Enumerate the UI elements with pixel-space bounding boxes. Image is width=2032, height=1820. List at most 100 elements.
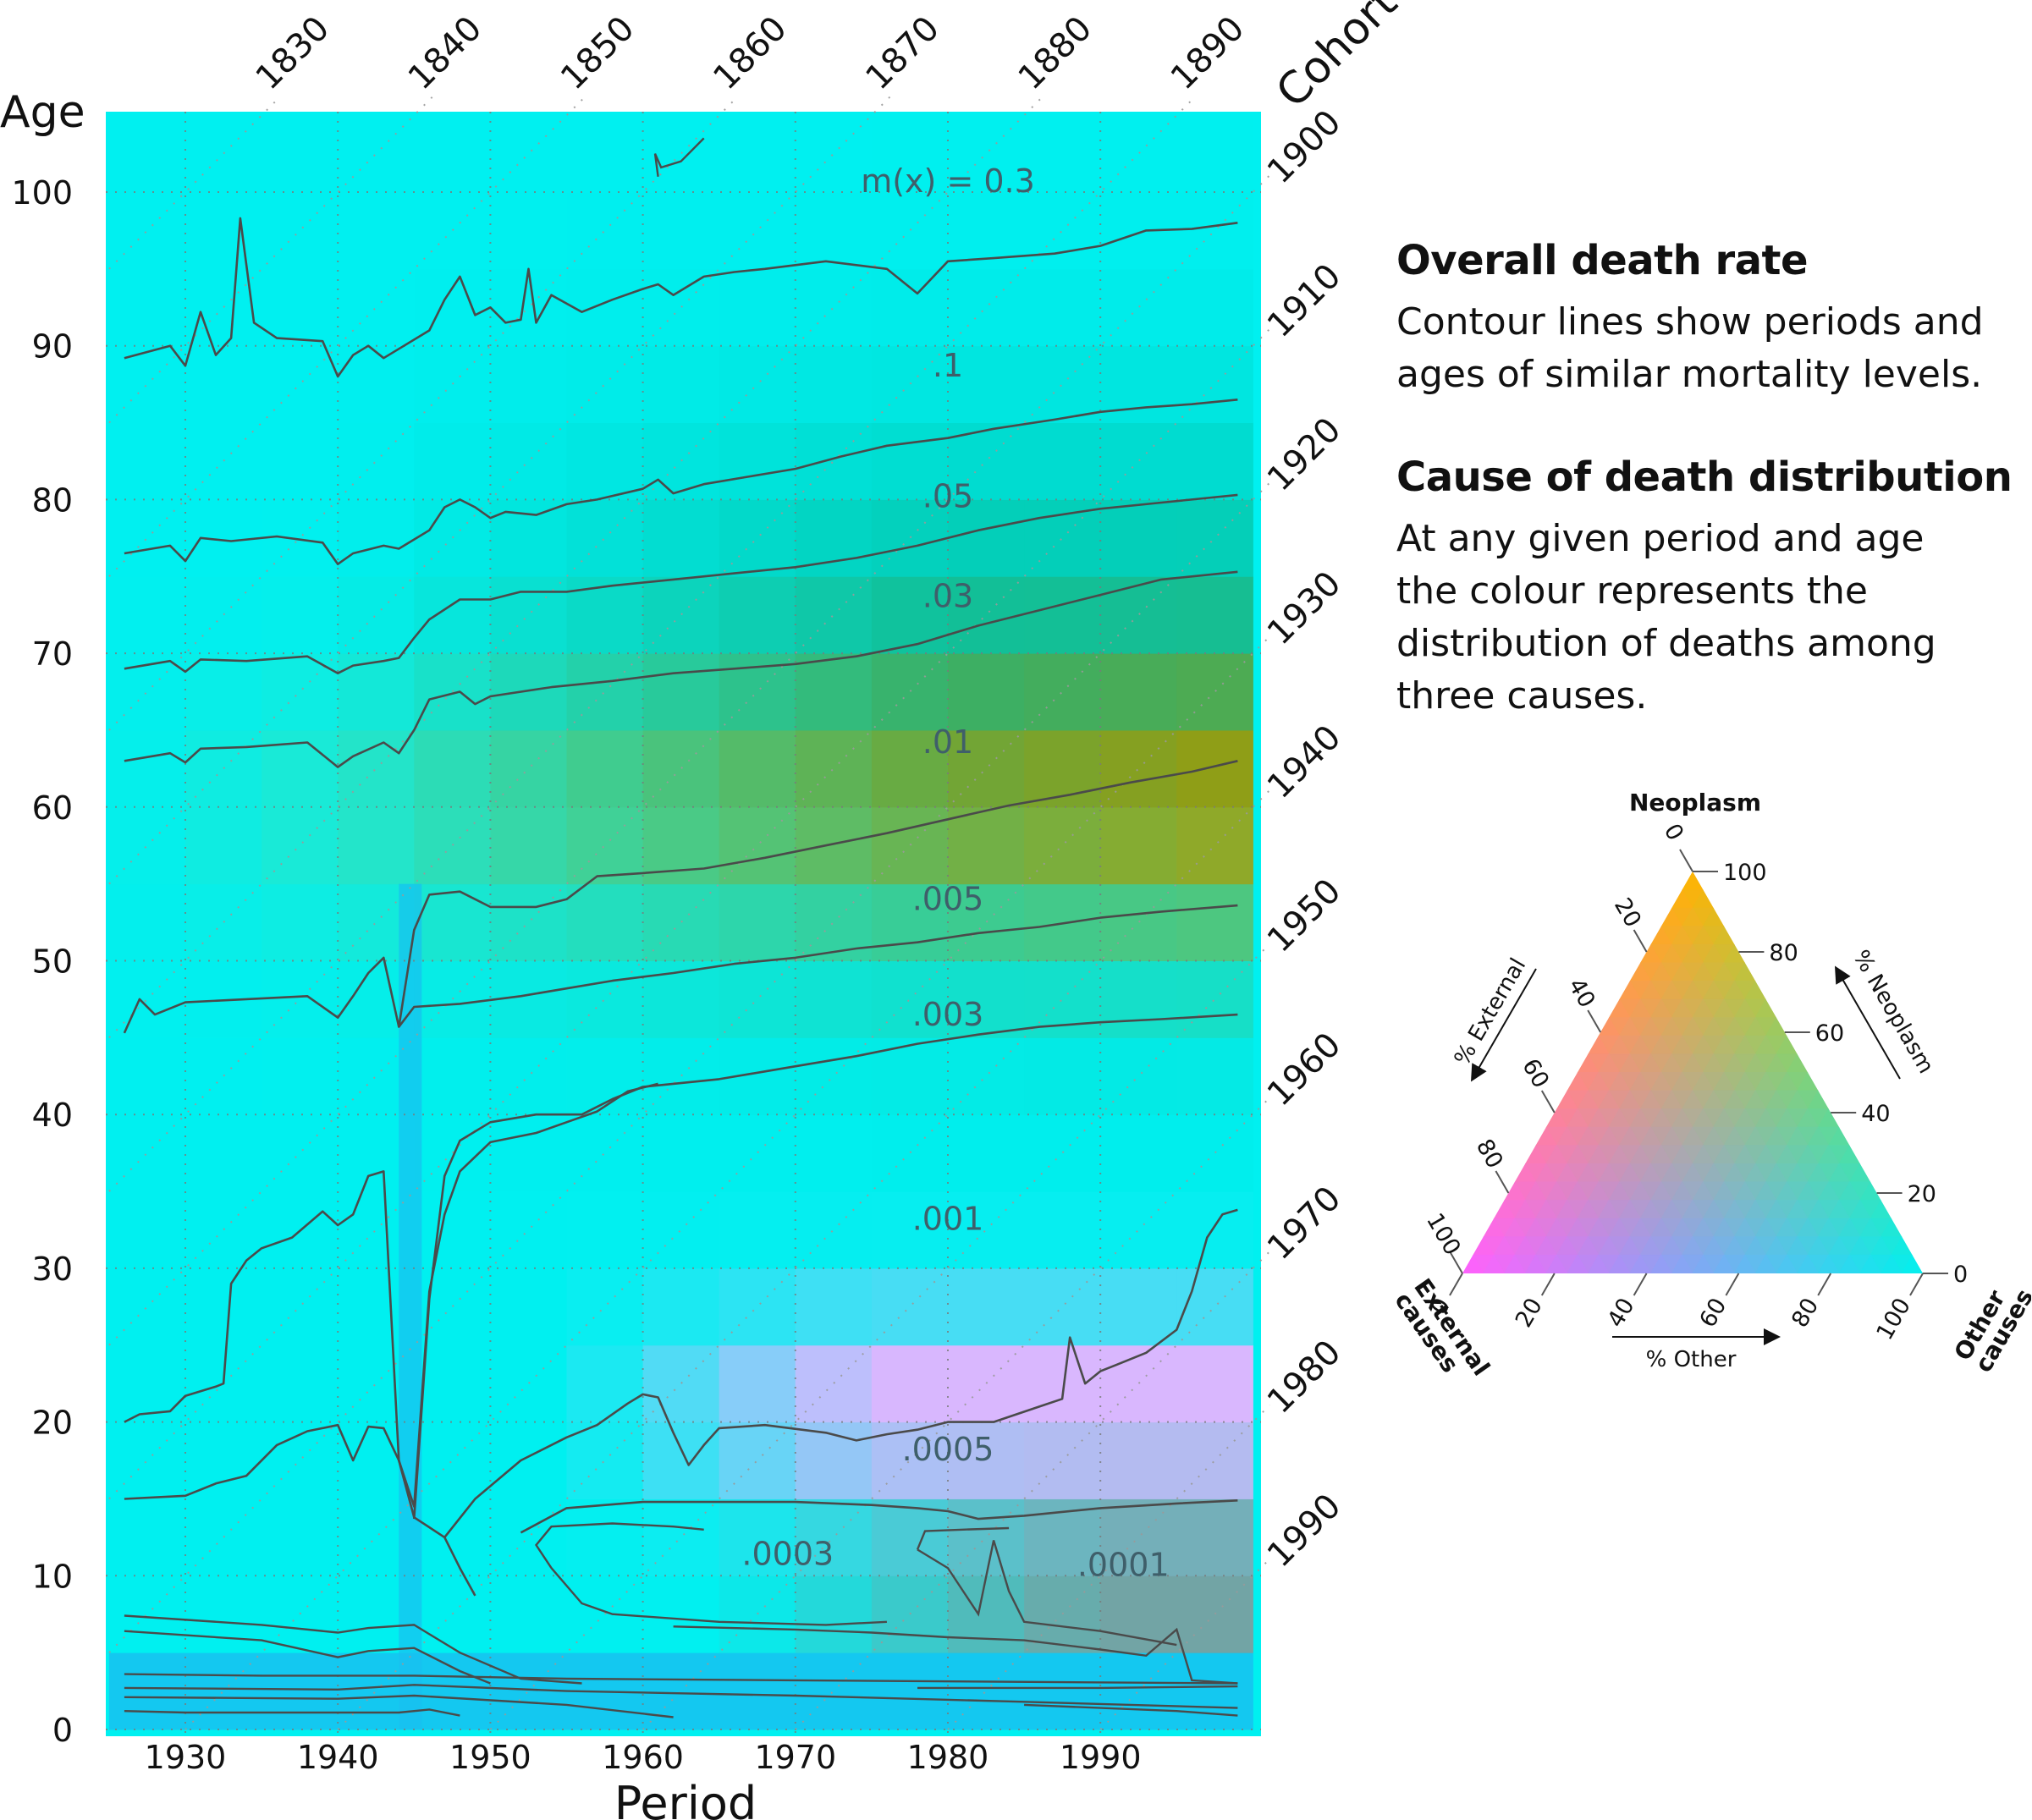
heatmap-cell: [262, 883, 339, 961]
heatmap-cell: [338, 499, 415, 577]
heatmap-cell-1944: [399, 883, 422, 1729]
heatmap-cell: [262, 960, 339, 1038]
heatmap-cell: [490, 883, 567, 961]
heatmap-cell: [1176, 1037, 1253, 1115]
heatmap-cell: [1176, 115, 1253, 193]
heatmap-cell: [871, 883, 949, 961]
heatmap-cell: [871, 1575, 949, 1653]
ternary-cell: [1817, 1254, 1840, 1273]
heatmap-cell: [185, 1114, 262, 1192]
contour-labels: m(x) = 0.3 .1 .05 .03 .01 .005 .003 .001 .0005 .0…: [741, 162, 1169, 1583]
heatmap-cell: [642, 1191, 720, 1269]
heatmap-cell: [719, 883, 796, 961]
heatmap-cell: [1176, 729, 1253, 808]
heatmap-cell: [414, 192, 491, 270]
ternary-tick-left: [1587, 1009, 1602, 1033]
heatmap-cell: [948, 1191, 1025, 1269]
heatmap-cell: [1100, 1114, 1177, 1192]
ternary-tick-label-neoplasm: 100: [1723, 860, 1767, 886]
heatmap-cell: [185, 653, 262, 731]
contour-line-0.05: [124, 493, 1238, 674]
ternary-tick-left: [1540, 1090, 1556, 1113]
ternary-cell: [1901, 1254, 1923, 1273]
heatmap-cell: [185, 268, 262, 347]
contour-line-0.3: [124, 217, 1238, 378]
contour-line-0.0003: [443, 1208, 1238, 1538]
heatmap-cell: [719, 1421, 796, 1499]
ternary-external-vertex-label: External causes: [1389, 1273, 1495, 1381]
contour-line-low-age: [124, 1684, 1238, 1709]
ternary-tick-bottom: [1725, 1273, 1740, 1296]
heatmap-cell: [185, 1037, 262, 1115]
y-tick-label: 0: [52, 1712, 73, 1749]
heatmap-cell: [338, 653, 415, 731]
cohort-tick-label-top: 1870: [858, 9, 947, 98]
cohort-line: [108, 96, 586, 577]
cohort-tick-label-right: 1900: [1260, 103, 1349, 192]
ternary-cell: [1649, 1254, 1673, 1273]
y-tick-label: 80: [32, 481, 73, 519]
heatmap-cell: [1176, 268, 1253, 347]
cohort-tick-label-right: 1980: [1260, 1333, 1349, 1421]
contour-label: .1: [933, 347, 963, 384]
heatmap-cell: [108, 806, 186, 885]
heatmap-cell: [338, 576, 415, 654]
heatmap-cell: [948, 1498, 1025, 1576]
heatmap-cell: [108, 883, 186, 961]
ternary-tick-label-external: 20: [1609, 894, 1646, 932]
heatmap-cell: [262, 1652, 339, 1730]
ternary-cell: [1587, 1254, 1610, 1273]
heatmap-cell: [566, 653, 644, 731]
y-tick-label: 70: [32, 635, 73, 673]
heatmap-cell: [1100, 1652, 1177, 1730]
contour-line-low-age: [673, 1625, 1238, 1685]
heatmap-cell: [414, 345, 491, 424]
heatmap-cell: [795, 960, 873, 1038]
heatmap-cell: [566, 883, 644, 961]
heatmap-cell: [642, 422, 720, 500]
heatmap-cell: [566, 1344, 644, 1423]
contour-line-0.0003-closed: [535, 1522, 887, 1626]
heatmap-cell: [795, 499, 873, 577]
cohort-tick-label-right: 1940: [1260, 718, 1349, 806]
contour-line-0.003: [413, 1013, 1238, 1520]
heatmap-cell: [108, 1652, 186, 1730]
heatmap-cell: [719, 729, 796, 808]
heatmap-cell: [414, 1344, 491, 1423]
heatmap-cell: [719, 1191, 796, 1269]
ternary-cell: [1462, 1254, 1484, 1273]
heatmap-cell: [871, 806, 949, 885]
heatmap-cell: [108, 268, 186, 347]
axes: 1930 1940 1950 1960 1970 1980 1990 0 10 20 30 40 50 6…: [11, 174, 1141, 1776]
cohort-tick-label-top: 1830: [249, 9, 338, 98]
heatmap-cell: [795, 192, 873, 270]
cohort-tick-label-right: 1910: [1260, 256, 1349, 345]
heatmap-cell: [566, 499, 644, 577]
heatmap-cell: [490, 1498, 567, 1576]
y-tick-label: 30: [32, 1251, 73, 1288]
heatmap-cell: [262, 1575, 339, 1653]
heatmap-cell: [1100, 1267, 1177, 1346]
contour-line-low-age: [124, 1673, 1238, 1685]
heatmap-cell: [414, 422, 491, 500]
heatmap-cell: [795, 1652, 873, 1730]
heatmap-cell: [795, 729, 873, 808]
heatmap-cell: [719, 345, 796, 424]
heatmap-cell: [1100, 1344, 1177, 1423]
heatmap-cell: [642, 1037, 720, 1115]
heatmap-cell: [490, 1267, 567, 1346]
heatmap-cell: [185, 1498, 262, 1576]
cohort-tick-label-right: 1990: [1260, 1487, 1349, 1575]
cohort-line: [795, 1251, 1271, 1730]
heatmap-cell: [1024, 192, 1101, 270]
cause-distribution-line2: the colour represents the: [1396, 569, 1868, 613]
heatmap-cell: [642, 729, 720, 808]
heatmap-cell: [948, 653, 1025, 731]
heatmap-cell: [1100, 268, 1177, 347]
contour-label: .0003: [741, 1536, 834, 1573]
heatmap-cell: [948, 268, 1025, 347]
heatmap-cell: [1024, 268, 1101, 347]
ternary-tick-bottom: [1449, 1273, 1463, 1296]
heatmap-cell: [642, 192, 720, 270]
